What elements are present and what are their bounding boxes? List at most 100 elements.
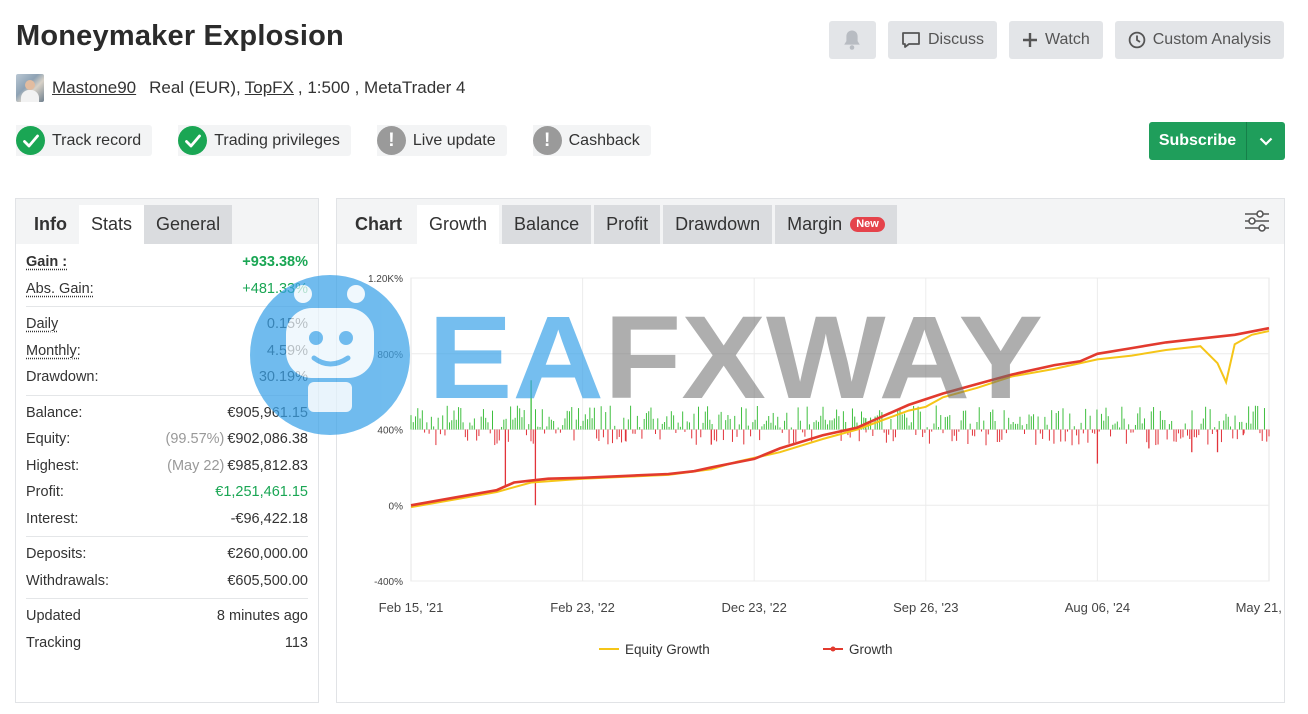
chart-tabs: Chart Growth Balance Profit Drawdown Mar… bbox=[337, 199, 1284, 244]
stat-label: Drawdown: bbox=[26, 369, 99, 386]
tab-growth[interactable]: Growth bbox=[417, 205, 500, 244]
subscribe-dropdown[interactable] bbox=[1247, 122, 1285, 160]
stat-equity-pct: (99.57%) bbox=[165, 431, 225, 448]
stat-balance: Balance: €905,961.15 bbox=[26, 400, 308, 427]
stat-updated: Updated 8 minutes ago bbox=[26, 603, 308, 630]
top-actions: Discuss Watch Custom Analysis bbox=[828, 21, 1284, 59]
stat-withdrawals: Withdrawals: €605,500.00 bbox=[26, 568, 308, 595]
stat-label: Tracking bbox=[26, 634, 82, 651]
x-tick-label: Dec 23, '22 bbox=[722, 600, 787, 615]
stat-interest: Interest: -€96,422.18 bbox=[26, 506, 308, 533]
custom-analysis-label: Custom Analysis bbox=[1152, 31, 1271, 48]
badge-label: Track record bbox=[52, 131, 142, 149]
new-badge: New bbox=[850, 217, 885, 232]
account-details: , 1:500 , MetaTrader 4 bbox=[297, 78, 466, 97]
growth-line bbox=[410, 326, 1270, 507]
badge-label: Cashback bbox=[568, 131, 640, 149]
broker-link[interactable]: TopFX bbox=[244, 78, 294, 97]
stat-label: Deposits: bbox=[26, 546, 87, 563]
stat-gain: Gain : +933.38% bbox=[26, 249, 308, 276]
stats-list: Gain : +933.38% Abs. Gain: +481.33% Daily 0… bbox=[16, 244, 318, 656]
stat-value: 8 minutes ago bbox=[216, 608, 308, 625]
account-info: Mastone90 Real (EUR), TopFX , 1:500 , Me… bbox=[16, 73, 465, 103]
stat-drawdown: Drawdown: 30.19% bbox=[26, 364, 308, 391]
x-tick-label: Feb 23, '22 bbox=[550, 600, 615, 615]
stat-value: €260,000.00 bbox=[227, 546, 308, 563]
x-tick-label: May 21, '25 bbox=[1236, 600, 1284, 615]
y-tick-label: 0% bbox=[389, 501, 404, 512]
avatar[interactable] bbox=[16, 74, 44, 102]
legend-label: Equity Growth bbox=[625, 642, 710, 657]
subscribe-label[interactable]: Subscribe bbox=[1149, 122, 1247, 160]
badge-trading-privileges[interactable]: Trading privileges bbox=[178, 125, 351, 156]
stat-label[interactable]: Gain : bbox=[26, 254, 68, 271]
tab-general[interactable]: General bbox=[144, 205, 233, 244]
stats-tabs: Info Stats General bbox=[16, 199, 318, 244]
tab-margin-label: Margin bbox=[787, 214, 843, 234]
stat-highest-date: (May 22) bbox=[167, 457, 225, 474]
stat-profit: Profit: €1,251,461.15 bbox=[26, 479, 308, 506]
check-icon bbox=[16, 126, 45, 155]
tab-drawdown[interactable]: Drawdown bbox=[663, 205, 773, 244]
stat-value: -€96,422.18 bbox=[230, 510, 308, 527]
plus-icon bbox=[1022, 33, 1037, 47]
stat-label[interactable]: Daily bbox=[26, 316, 59, 333]
x-tick-label: Aug 06, '24 bbox=[1065, 600, 1130, 615]
tab-balance[interactable]: Balance bbox=[502, 205, 592, 244]
x-tick-label: Sep 26, '23 bbox=[893, 600, 958, 615]
custom-analysis-button[interactable]: Custom Analysis bbox=[1114, 21, 1284, 59]
stat-value: 113 bbox=[284, 634, 308, 651]
divider bbox=[26, 536, 308, 537]
divider bbox=[26, 394, 308, 396]
y-tick-label: 1.20K% bbox=[368, 274, 403, 285]
stat-tracking: Tracking 113 bbox=[26, 630, 308, 657]
exclamation-icon: ! bbox=[532, 126, 562, 155]
watch-button[interactable]: Watch bbox=[1008, 21, 1103, 59]
x-tick-label: Feb 15, '21 bbox=[379, 600, 444, 615]
subscribe-button[interactable]: Subscribe bbox=[1149, 122, 1285, 160]
stat-value: €1,251,461.15 bbox=[215, 484, 308, 501]
discuss-button[interactable]: Discuss bbox=[887, 21, 997, 59]
stat-highest: Highest: (May 22) €985,812.83 bbox=[26, 453, 308, 480]
badge-label: Trading privileges bbox=[214, 131, 340, 149]
page-title: Moneymaker Explosion bbox=[16, 20, 344, 52]
stat-value: +933.38% bbox=[242, 254, 308, 271]
sliders-icon bbox=[1245, 210, 1269, 232]
bell-icon bbox=[844, 30, 861, 50]
tab-info[interactable]: Info bbox=[34, 214, 67, 234]
stat-label: Withdrawals: bbox=[26, 572, 109, 589]
badge-track-record[interactable]: Track record bbox=[16, 125, 153, 156]
divider bbox=[26, 306, 308, 307]
stat-label: Updated bbox=[26, 608, 81, 625]
stat-label: Highest: bbox=[26, 457, 80, 474]
notifications-button[interactable] bbox=[828, 21, 876, 59]
growth-chart: -400% 0% 400% 800% 1.20K% Feb 15, '21 Feb 23, … bbox=[337, 244, 1284, 702]
stat-label[interactable]: Abs. Gain: bbox=[26, 280, 94, 297]
stat-daily: Daily 0.15% bbox=[26, 311, 308, 338]
stat-label: Interest: bbox=[26, 510, 79, 527]
chat-icon bbox=[902, 32, 920, 48]
chevron-down-icon bbox=[1259, 137, 1273, 146]
y-tick-label: 400% bbox=[377, 426, 403, 437]
check-icon bbox=[178, 126, 208, 155]
tab-chart[interactable]: Chart bbox=[355, 214, 403, 234]
tab-stats[interactable]: Stats bbox=[79, 205, 145, 244]
chart-settings-button[interactable] bbox=[1244, 209, 1270, 238]
stat-label[interactable]: Monthly: bbox=[26, 342, 81, 359]
badge-label: Live update bbox=[412, 131, 496, 149]
tab-margin[interactable]: Margin New bbox=[775, 205, 897, 244]
stat-equity: Equity: (99.57%) €902,086.38 bbox=[26, 426, 308, 453]
exclamation-icon: ! bbox=[376, 126, 406, 155]
username-link[interactable]: Mastone90 bbox=[52, 78, 137, 97]
badges: Track record Trading privileges ! Live u… bbox=[16, 125, 651, 156]
stat-abs-gain: Abs. Gain: +481.33% bbox=[26, 276, 308, 303]
stat-label: Profit: bbox=[26, 484, 64, 501]
legend-label: Growth bbox=[849, 642, 893, 657]
tab-profit[interactable]: Profit bbox=[594, 205, 661, 244]
clock-icon bbox=[1128, 31, 1146, 49]
badge-live-update[interactable]: ! Live update bbox=[376, 125, 507, 156]
stat-value: 4.59% bbox=[266, 342, 308, 359]
badge-cashback[interactable]: ! Cashback bbox=[532, 125, 651, 156]
chart-panel: Chart Growth Balance Profit Drawdown Mar… bbox=[336, 198, 1285, 703]
stat-value: €985,812.83 bbox=[227, 457, 308, 474]
